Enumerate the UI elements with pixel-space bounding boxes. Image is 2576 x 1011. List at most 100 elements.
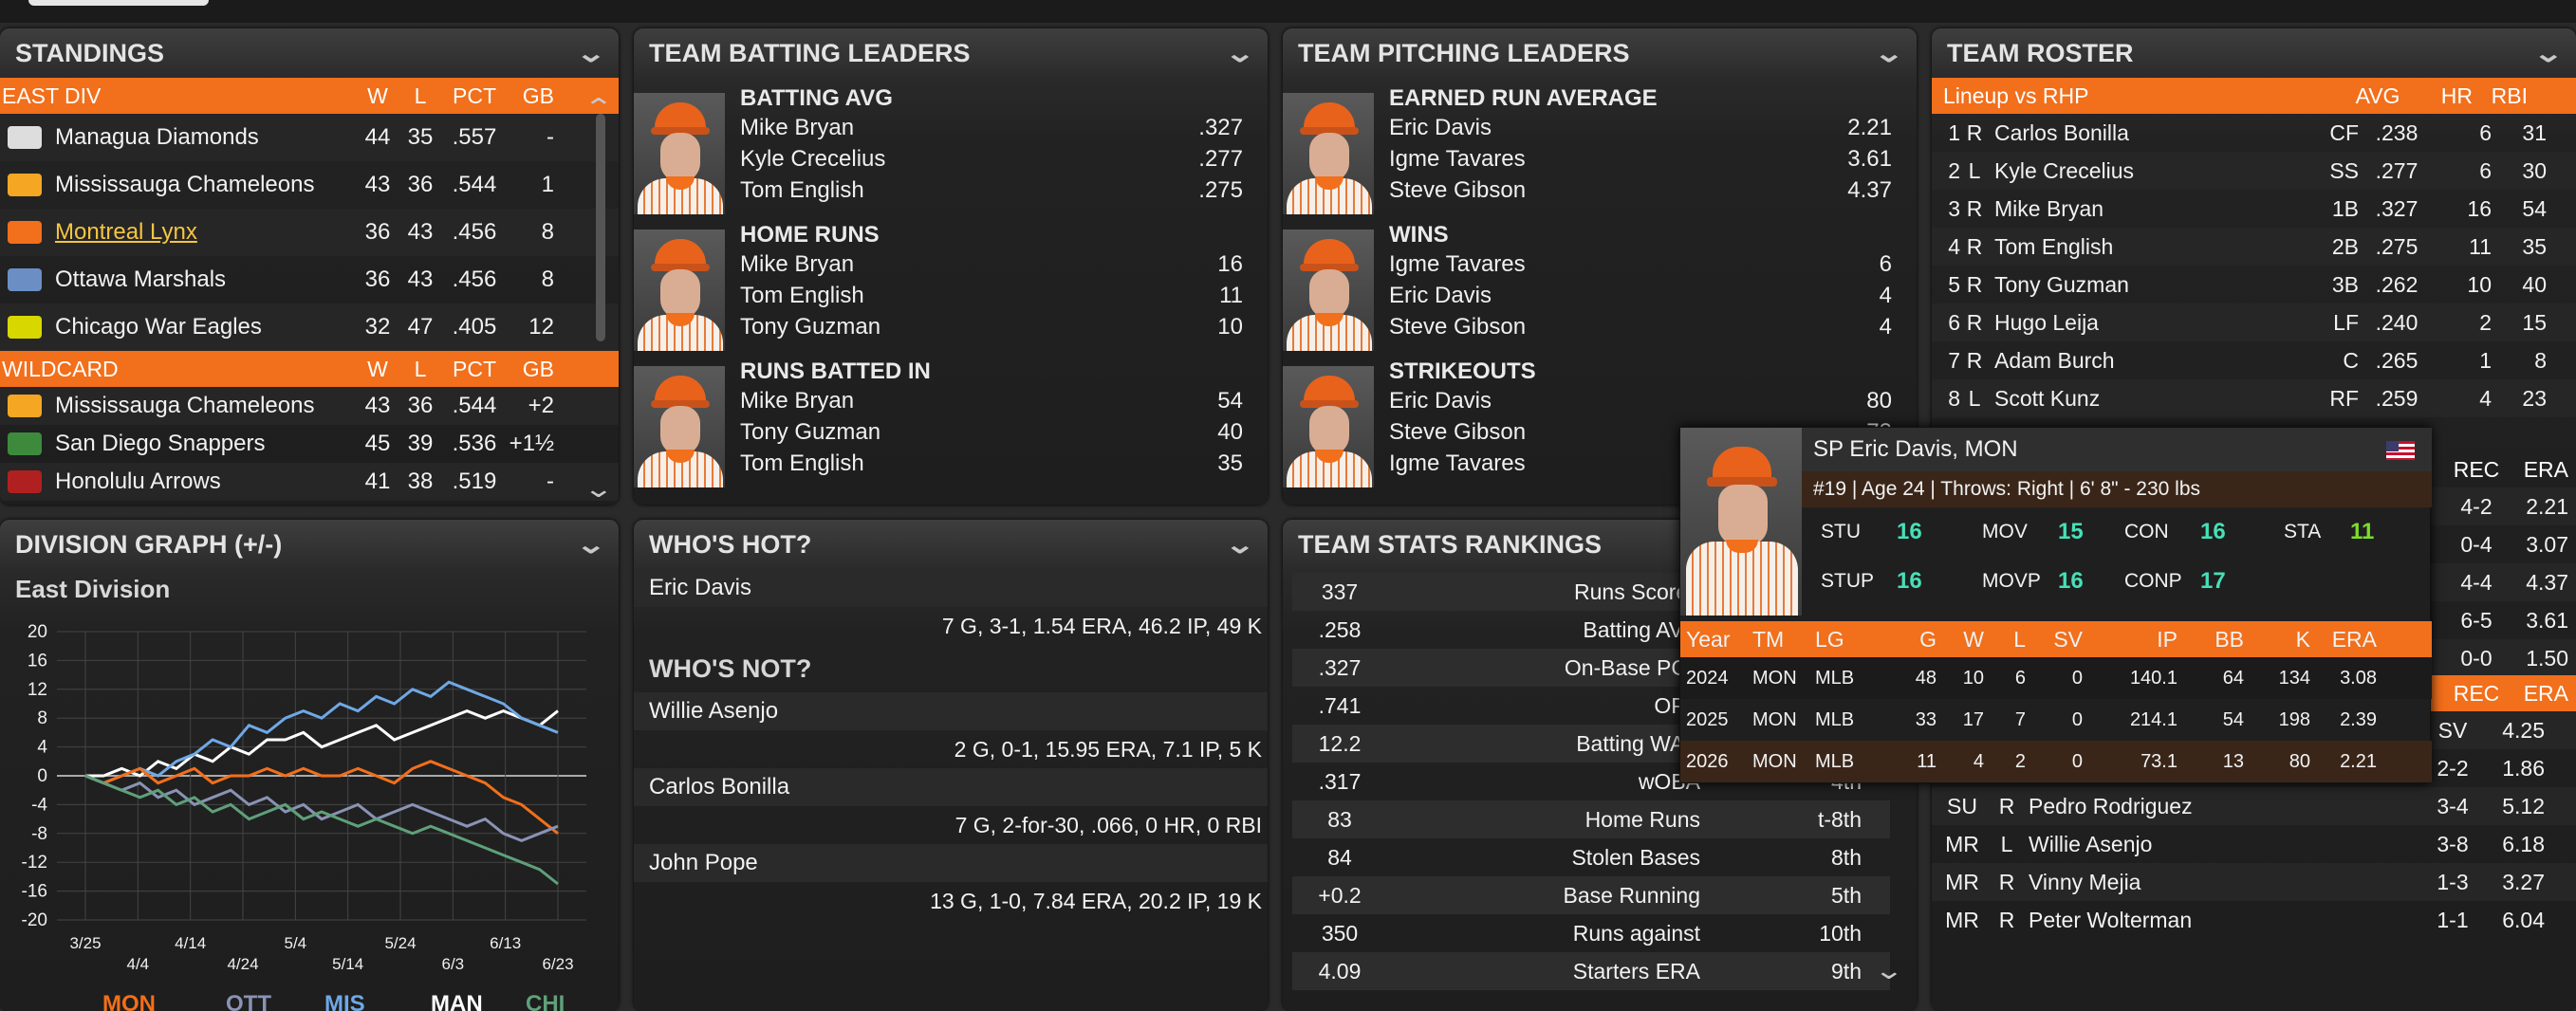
player-name: Vinny Mejia [2029,869,2141,894]
collapse-chevron-icon[interactable]: ⌄ [1873,38,1905,67]
standings-row[interactable]: Managua Diamonds 44 35 .557 - [0,114,619,161]
leader-row[interactable]: Kyle Crecelius .277 [740,143,1249,175]
leader-row[interactable]: Mike Bryan 54 [740,385,1249,416]
leader-row[interactable]: Steve Gibson 4 [1389,311,1898,342]
player-name[interactable]: John Pope [634,844,1268,882]
y-tick-label: -8 [31,824,47,844]
x-tick-label: 5/4 [285,934,307,952]
legend-mon[interactable]: MON [102,991,156,1011]
x-tick-label: 4/24 [227,955,258,973]
scroll-up-icon[interactable]: ⌄ [583,92,615,120]
losses-value: 38 [407,469,434,494]
collapse-chevron-icon[interactable]: ⌄ [575,529,607,559]
wins-value: 36 [364,219,391,245]
player-name: Adam Burch [1994,347,2115,373]
collapse-chevron-icon[interactable]: ⌄ [2532,38,2565,67]
collapse-chevron-icon[interactable]: ⌄ [1224,38,1256,67]
rating-label: MOV [1982,521,2028,542]
y-tick-label: 0 [37,766,47,786]
standings-row[interactable]: Mississauga Chameleons 43 36 .544 1 [0,161,619,209]
lineup-order: 3 [1948,195,1960,221]
leader-value: 40 [1217,418,1243,445]
leader-row[interactable]: Mike Bryan 16 [740,248,1249,280]
standings-row[interactable]: Ottawa Marshals 36 43 .456 8 [0,256,619,303]
lineup-row[interactable]: 3 R Mike Bryan 1B .327 16 54 [1932,190,2576,228]
stats-col-header: ERA [2331,626,2377,652]
bullpen-row[interactable]: MR L Willie Asenjo 3-8 6.18 [1932,825,2576,863]
rating-value: 16 [2200,519,2226,544]
lineup-row[interactable]: 8 L Scott Kunz RF .259 4 23 [1932,379,2576,417]
leader-row[interactable]: Steve Gibson 4.37 [1389,175,1898,206]
standings-scrollbar[interactable] [596,114,605,341]
chart-subtitle: East Division [15,575,170,603]
position: SS [2329,157,2359,183]
player-name: Peter Wolterman [2029,907,2193,932]
leader-row[interactable]: Tom English 11 [740,280,1249,311]
ranking-row: 83 Home Runs t-8th [1292,800,1890,838]
player-card-popup: SP Eric Davis, MON #19 | Age 24 | Throws… [1679,427,2432,783]
standings-row[interactable]: Chicago War Eagles 32 47 .405 12 [0,303,619,351]
standings-row[interactable]: San Diego Snappers 45 39 .536 +1½ [0,425,619,463]
standings-row[interactable]: Montreal Lynx 36 43 .456 8 [0,209,619,256]
rotation-row[interactable]: 6-5 3.61 [1932,601,2576,639]
lineup-row[interactable]: 5 R Tony Guzman 3B .262 10 40 [1932,266,2576,303]
leader-row[interactable]: Igme Tavares 6 [1389,248,1898,280]
lineup-row[interactable]: 4 R Tom English 2B .275 11 35 [1932,228,2576,266]
top-tab-button[interactable] [28,0,209,6]
pitching-leaders-panel: TEAM PITCHING LEADERS ⌄ EARNED RUN AVERA… [1283,28,1917,505]
rotation-row[interactable]: 0-4 3.07 [1932,525,2576,563]
leader-row[interactable]: Eric Davis 4 [1389,280,1898,311]
col-era: ERA [2523,456,2568,482]
hr-value: 6 [2479,119,2492,145]
legend-man[interactable]: MAN [431,991,483,1011]
legend-chi[interactable]: CHI [526,991,565,1011]
era-value: 5.12 [2502,793,2545,818]
bullpen-row[interactable]: MR R Vinny Mejia 1-3 3.27 [1932,863,2576,901]
lineup-row[interactable]: 6 R Hugo Leija LF .240 2 15 [1932,303,2576,341]
leader-row[interactable]: Tom English .275 [740,175,1249,206]
series-line-man [85,708,559,778]
scroll-down-icon[interactable]: ⌄ [583,474,615,503]
rbi-value: 8 [2534,347,2547,373]
player-name[interactable]: Eric Davis [634,569,1268,607]
leader-row[interactable]: Tony Guzman 40 [740,416,1249,448]
standings-row[interactable]: Mississauga Chameleons 43 36 .544 +2 [0,387,619,425]
leader-row[interactable]: Eric Davis 2.21 [1389,112,1898,143]
rec-value: 1-3 [2437,869,2469,894]
lineup-row[interactable]: 2 L Kyle Crecelius SS .277 6 30 [1932,152,2576,190]
lineup-row[interactable]: 1 R Carlos Bonilla CF .238 6 31 [1932,114,2576,152]
leader-row[interactable]: Mike Bryan .327 [740,112,1249,143]
bats-hand: R [1966,195,1983,221]
team-name[interactable]: Montreal Lynx [55,219,197,245]
legend-ott[interactable]: OTT [226,991,271,1011]
legend-mis[interactable]: MIS [324,991,365,1011]
player-name[interactable]: Carlos Bonilla [634,768,1268,806]
leader-row[interactable]: Steve Gibson73 [1389,416,1898,448]
stats-cell: 80 [2289,750,2310,772]
rating-value: 17 [2200,568,2226,594]
standings-row[interactable]: Honolulu Arrows 41 38 .519 - [0,463,619,501]
collapse-chevron-icon[interactable]: ⌄ [1224,529,1256,559]
leader-row[interactable]: Tom English 35 [740,448,1249,479]
standings-header: STANDINGS ⌄ [0,28,619,78]
throws-hand: R [1998,793,2015,818]
leader-row[interactable]: Tony Guzman 10 [740,311,1249,342]
stats-row: 2024 MON MLB 48 10 6 0 140.1 64 134 3.08 [1680,657,2432,699]
wildcard-header: WILDCARD W L PCT GB [0,351,619,387]
bullpen-row[interactable]: MR R Peter Wolterman 1-1 6.04 [1932,901,2576,939]
team-name: Honolulu Arrows [55,469,221,494]
pct-value: .544 [452,172,497,197]
player-name: Tom English [1994,233,2114,259]
rbi-value: 15 [2522,309,2547,335]
lineup-order: 6 [1948,309,1960,335]
losses-value: 36 [407,393,434,418]
bullpen-row[interactable]: SU R Pedro Rodriguez 3-4 5.12 [1932,787,2576,825]
collapse-chevron-icon[interactable]: ⌄ [575,38,607,67]
scroll-down-icon[interactable]: ⌄ [1873,956,1905,984]
leader-row[interactable]: Eric Davis 80 [1389,385,1898,416]
col-rec: REC [2453,456,2500,482]
leader-row[interactable]: Igme Tavares 3.61 [1389,143,1898,175]
player-name[interactable]: Willie Asenjo [634,692,1268,730]
losses-value: 36 [407,172,434,197]
lineup-row[interactable]: 7 R Adam Burch C .265 1 8 [1932,341,2576,379]
